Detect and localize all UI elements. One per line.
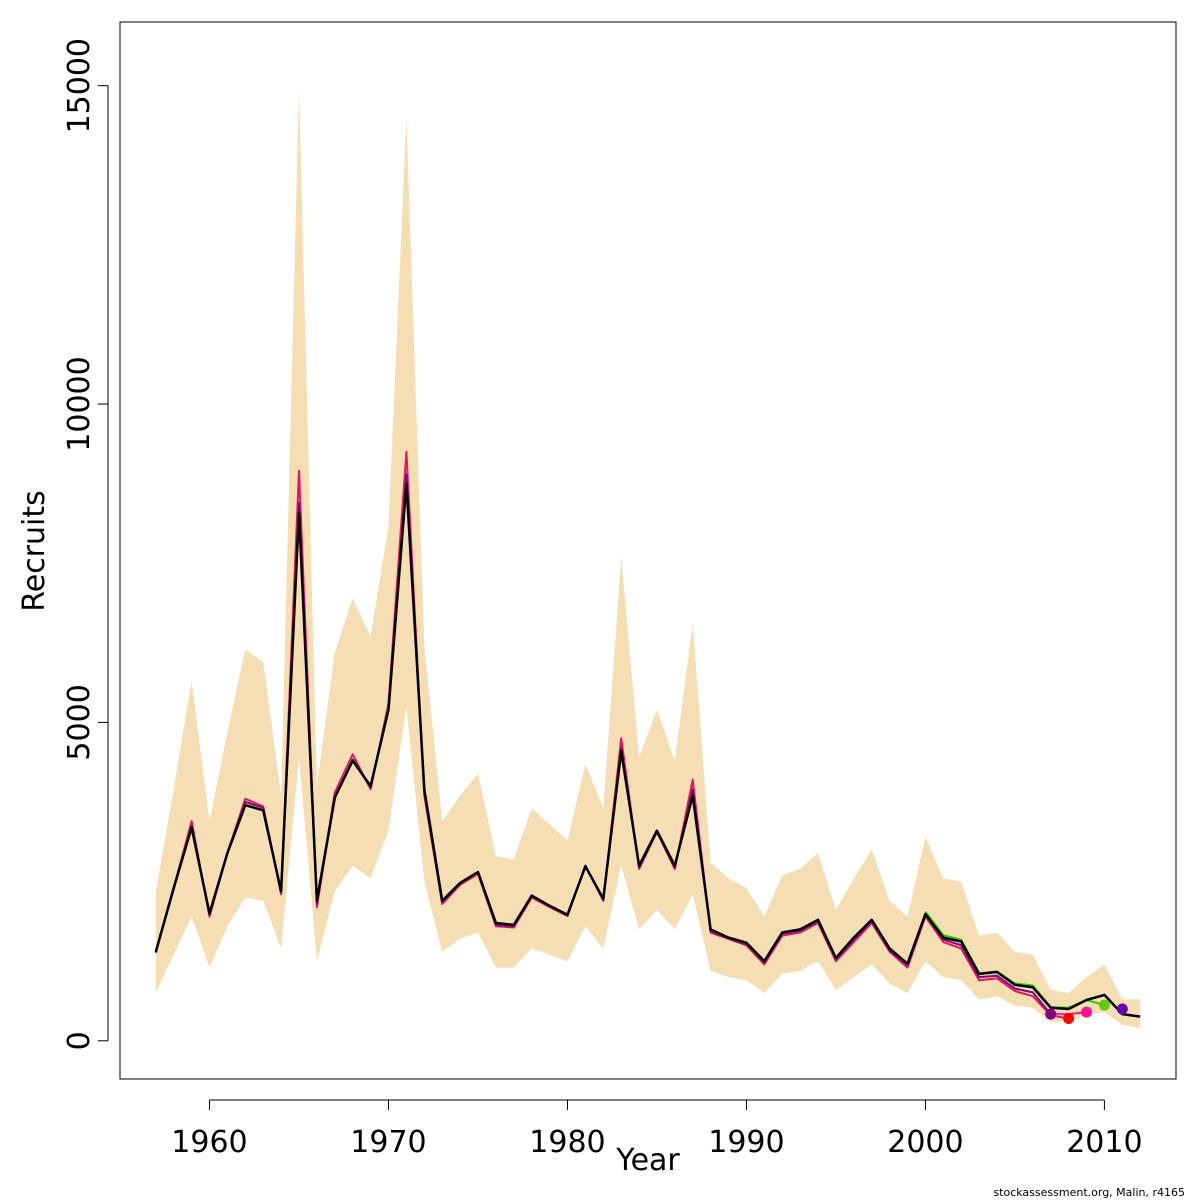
series-line-4 [154,482,1141,1018]
y-tick-label: 0 [62,1031,97,1050]
plot-frame [119,21,1177,1080]
series-end-point-1 [1081,1006,1092,1018]
x-tick-label: 1990 [708,1125,784,1160]
x-tick-label: 2000 [887,1125,963,1160]
x-axis-title: Year [615,1143,680,1178]
end-points-layer [1045,999,1128,1024]
series-end-point-5 [1116,1003,1128,1015]
series-layer [154,450,1141,1020]
y-tick-label: 5000 [62,684,97,760]
y-axis-title: Recruits [17,490,52,612]
series-end-point-0 [1063,1013,1075,1024]
x-axis: 1960 1970 1980 1990 2000 2010 [171,1099,1143,1160]
y-tick-label: 15000 [62,38,97,133]
x-tick-label: 1970 [350,1125,426,1160]
credit-text: stockassessment.org, Malin, r4165 [993,1186,1185,1199]
y-axis: 0 5000 10000 15000 [62,38,109,1050]
y-tick-label: 10000 [62,356,97,451]
confidence-band-layer [155,88,1141,1029]
series-end-point-2 [1045,1008,1057,1020]
x-tick-label: 1980 [529,1125,605,1160]
x-tick-label: 1960 [171,1125,247,1160]
x-tick-label: 2010 [1066,1125,1142,1160]
confidence-band [155,88,1141,1029]
series-end-point-3 [1098,999,1110,1011]
